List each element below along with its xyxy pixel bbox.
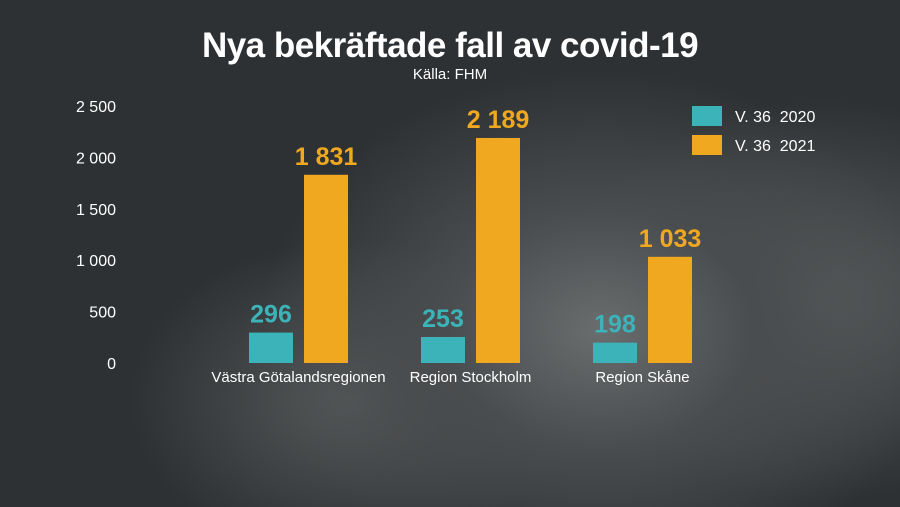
data-label: 2 189 (467, 106, 530, 134)
category-label: Region Stockholm (410, 369, 532, 386)
legend-label: V. 36 2021 (735, 138, 815, 155)
y-tick-label: 500 (89, 305, 116, 322)
y-tick-label: 0 (107, 356, 116, 373)
data-label: 1 831 (295, 143, 358, 171)
legend: V. 36 2020 V. 36 2021 (692, 106, 815, 155)
category-label: Region Skåne (595, 369, 689, 386)
legend-swatch (692, 106, 722, 126)
category-label: Västra Götalandsregionen (211, 369, 385, 386)
data-label: 198 (594, 311, 636, 339)
bar (476, 137, 520, 363)
y-tick-label: 1 000 (76, 253, 116, 270)
chart-subtitle: Källa: FHM (412, 66, 488, 83)
y-tick-label: 1 500 (76, 202, 116, 219)
data-label: 253 (422, 305, 464, 333)
y-axis: 0 500 1 000 1 500 2 000 2 500 (76, 99, 116, 373)
bar (249, 332, 293, 363)
bars: 296 1 831 253 2 189 198 1 033 (249, 106, 701, 363)
y-tick-label: 2 500 (76, 99, 116, 116)
y-tick-label: 2 000 (76, 150, 116, 167)
bar (593, 342, 637, 363)
bar (421, 336, 465, 363)
bar (648, 256, 692, 363)
legend-label: V. 36 2020 (735, 109, 815, 126)
chart-title: Nya bekräftade fall av covid-19 (201, 26, 699, 65)
legend-swatch (692, 135, 722, 155)
bar (304, 174, 348, 363)
data-label: 296 (250, 301, 292, 329)
category-labels: Västra Götalandsregionen Region Stockholm… (211, 369, 689, 386)
data-label: 1 033 (639, 225, 702, 253)
